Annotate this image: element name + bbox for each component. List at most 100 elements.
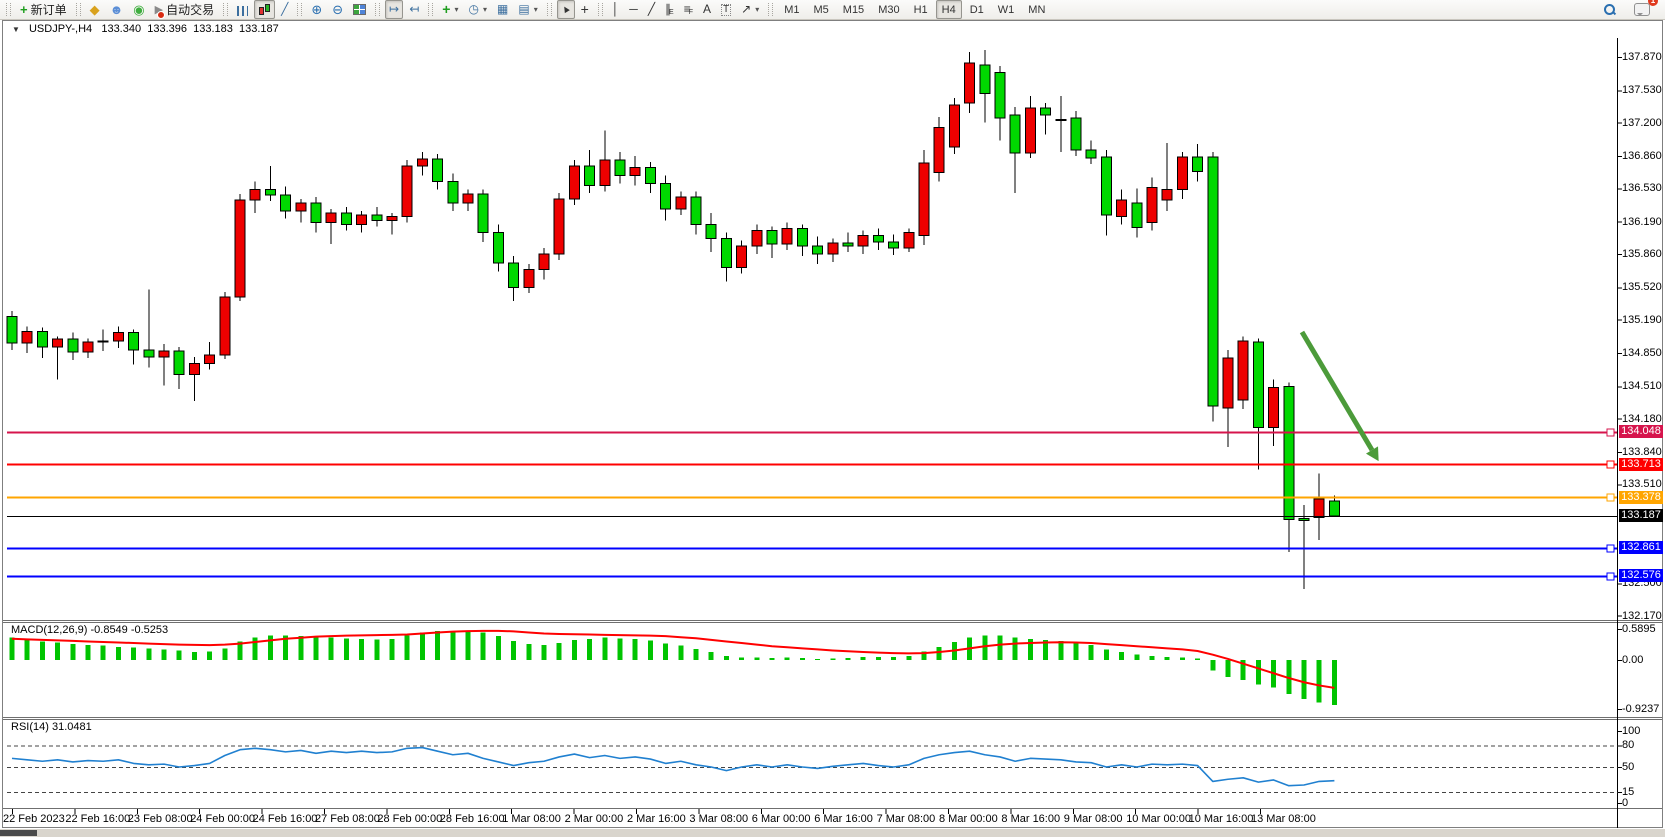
trendline-tool-button[interactable]: ╱	[644, 0, 659, 19]
timeframe-mn-button[interactable]: MN	[1028, 3, 1046, 16]
search-button[interactable]	[1599, 0, 1620, 19]
price-tick-label: 134.180	[1622, 412, 1662, 425]
label-tool-button[interactable]: T	[717, 0, 735, 19]
timeframe-d1-button[interactable]: D1	[969, 3, 984, 16]
hline-price-badge: 133.713	[1619, 457, 1663, 471]
timeframe-m1-button[interactable]: M1	[784, 3, 800, 16]
time-tick-label: 22 Feb 16:00	[65, 813, 131, 825]
channel-icon-subletter: E	[669, 9, 674, 16]
add-indicator-icon: +	[442, 1, 451, 17]
price-lines[interactable]	[7, 428, 1618, 581]
annotation-arrow[interactable]	[1299, 330, 1379, 462]
time-tick-label: 7 Mar 08:00	[876, 813, 936, 825]
new-order-label: 新订单	[30, 3, 67, 17]
price-tick-label: 137.200	[1622, 116, 1662, 129]
tile-windows-button[interactable]	[349, 0, 370, 19]
timeframe-w1-button[interactable]: W1	[997, 3, 1015, 16]
time-scale[interactable]: 22 Feb 2023 22 Feb 16:00 23 Feb 08:00 24 Fe…	[0, 809, 1617, 828]
text-icon: A	[703, 2, 712, 16]
chart-window-border	[2, 20, 1663, 828]
hline-icon: ─	[629, 2, 638, 16]
hline-handle[interactable]	[1606, 544, 1615, 553]
new-order-button[interactable]: + 新订单	[16, 0, 71, 19]
candle-chart-mode-button[interactable]	[254, 0, 276, 19]
time-tick-label: 24 Feb 16:00	[252, 813, 318, 825]
time-tick-label: 28 Feb 00:00	[377, 813, 443, 825]
candles[interactable]	[6, 50, 1340, 590]
period-selector-button[interactable]: ◷ ▾	[465, 0, 492, 19]
zoom-in-button[interactable]: ⊕	[307, 0, 326, 19]
new-order-icon: +	[20, 2, 28, 17]
rsi-scale-label: 0	[1622, 797, 1629, 809]
hline-tool-button[interactable]: ─	[625, 0, 642, 19]
autotrade-icon: ▶	[154, 3, 164, 16]
bar-low: 133.183	[193, 23, 233, 35]
macd-values: -0.8549 -0.5253	[90, 624, 169, 636]
zoom-in-icon: ⊕	[311, 2, 323, 17]
macd-scale-label: 0.00	[1622, 654, 1644, 666]
macd-pane-label: MACD(12,26,9) -0.8549 -0.5253	[11, 624, 168, 636]
market-watch-button[interactable]: ◆	[86, 0, 104, 19]
text-tool-button[interactable]: A	[699, 0, 715, 19]
price-tick-label: 136.860	[1622, 149, 1662, 162]
auto-trading-button[interactable]: ▶ 自动交易	[151, 0, 218, 19]
template-button[interactable]: ▦	[493, 0, 512, 19]
line-chart-mode-button[interactable]: ╱	[277, 0, 292, 19]
timeframe-m5-button[interactable]: M5	[813, 3, 829, 16]
fibonacci-tool-button[interactable]: ≡ F	[680, 0, 697, 19]
bar-chart-mode-button[interactable]	[233, 0, 252, 19]
timeframe-h1-button[interactable]: H1	[913, 3, 928, 16]
bar-chart-icon	[237, 5, 249, 16]
autotrade-stopped-dot	[157, 10, 166, 19]
toolbar-group-handle	[597, 3, 603, 16]
status-strip-segment	[0, 830, 37, 836]
chart-menu-caret-icon[interactable]: ▼	[12, 25, 20, 34]
hline-handle[interactable]	[1606, 493, 1615, 502]
price-tick-label: 137.530	[1622, 84, 1662, 97]
add-indicator-button[interactable]: + ▾	[438, 0, 462, 19]
indicator-list-button[interactable]: ▤ ▾	[514, 0, 541, 19]
fibonacci-icon-subletter: F	[688, 9, 694, 16]
cursor-tool-button[interactable]: ▲	[556, 0, 575, 19]
pane-borders	[3, 38, 1662, 828]
signals-button[interactable]: ◉	[129, 0, 148, 19]
chart-window-title: ▼ USDJPY-,H4 133.340 133.396 133.183 133…	[12, 23, 279, 35]
channel-tool-button[interactable]: ∥ E	[661, 0, 678, 19]
chart-shift-button[interactable]: ↤	[405, 0, 423, 19]
bar-open: 133.340	[101, 23, 142, 35]
timeframe-m30-button[interactable]: M30	[878, 3, 900, 16]
shapes-tool-button[interactable]: ↗ ▾	[737, 0, 763, 19]
zoom-out-button[interactable]: ⊖	[328, 0, 347, 19]
time-tick-label: 6 Mar 00:00	[751, 813, 811, 825]
price-tick-label: 135.190	[1622, 313, 1662, 326]
community-button[interactable]: ☻	[106, 0, 128, 19]
time-tick-label: 28 Feb 16:00	[439, 813, 505, 825]
crosshair-tool-button[interactable]: +	[577, 0, 593, 19]
rsi-name: RSI(14)	[11, 721, 49, 733]
notifications-button[interactable]: 1	[1630, 0, 1658, 19]
time-tick-label: 27 Feb 08:00	[315, 813, 380, 825]
rsi-scale-label: 50	[1622, 761, 1635, 773]
chat-icon	[1634, 3, 1650, 16]
auto-scroll-button[interactable]: ↦	[385, 0, 404, 19]
auto-trading-label: 自动交易	[166, 3, 215, 17]
hline-handle[interactable]	[1606, 428, 1615, 437]
vline-tool-button[interactable]: │	[608, 0, 624, 19]
price-tick-label: 133.840	[1622, 445, 1662, 458]
toolbar-group-handle	[75, 3, 81, 16]
notification-badge: 1	[1648, 0, 1658, 6]
timeframe-m15-button[interactable]: M15	[842, 3, 865, 16]
macd-name: MACD(12,26,9)	[11, 624, 88, 636]
rsi-pane-label: RSI(14) 31.0481	[11, 721, 92, 733]
time-tick-label: 13 Mar 08:00	[1251, 813, 1316, 825]
hline-handle[interactable]	[1606, 460, 1615, 469]
hline-handle[interactable]	[1606, 572, 1615, 581]
time-tick-label: 22 Feb 2023	[3, 813, 65, 825]
toolbar-group-handle	[375, 3, 381, 16]
price-scale[interactable]: 137.870 137.530 137.200 136.860 136.530 136.1…	[1617, 38, 1665, 829]
chevron-down-icon: ▾	[454, 5, 459, 14]
timeframe-h4-button[interactable]: H4	[935, 0, 962, 19]
